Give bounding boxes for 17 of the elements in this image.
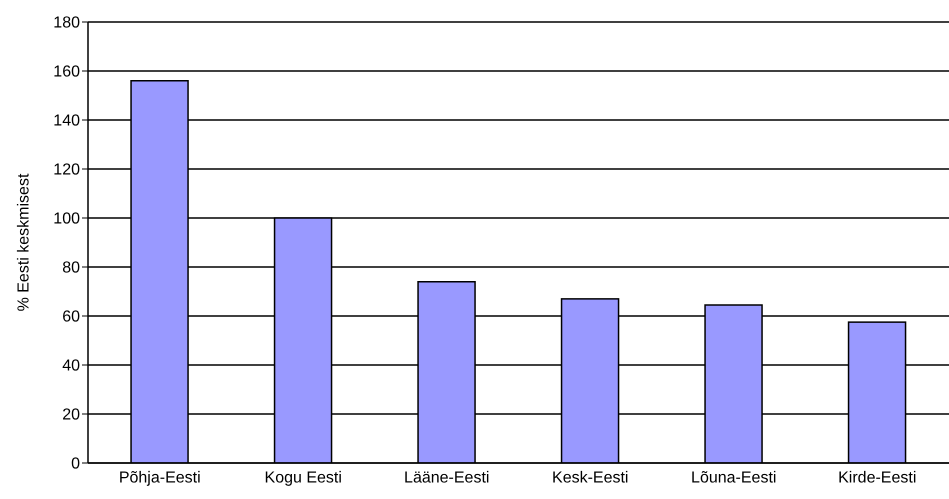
x-tick-label: Lõuna-Eesti — [691, 469, 776, 486]
y-tick-label: 40 — [62, 358, 80, 375]
y-tick-label: 180 — [53, 14, 80, 32]
y-axis-title: % Eesti keskmisest — [16, 173, 33, 312]
y-tick-label: 120 — [53, 162, 80, 179]
x-tick-label: Lääne-Eesti — [404, 469, 490, 486]
y-tick-label: 140 — [53, 112, 80, 130]
x-tick-label: Kogu Eesti — [264, 469, 342, 486]
y-tick-label: 80 — [62, 260, 80, 277]
x-tick-label: Kesk-Eesti — [552, 469, 628, 486]
y-tick-label: 0 — [71, 456, 80, 473]
y-tick-label: 20 — [62, 406, 80, 424]
y-tick-label: 100 — [53, 210, 80, 228]
x-tick-label: Kirde-Eesti — [838, 469, 916, 486]
x-tick-label: Põhja-Eesti — [118, 469, 201, 486]
y-tick-label: 160 — [53, 64, 80, 81]
y-tick-label: 60 — [62, 308, 80, 326]
